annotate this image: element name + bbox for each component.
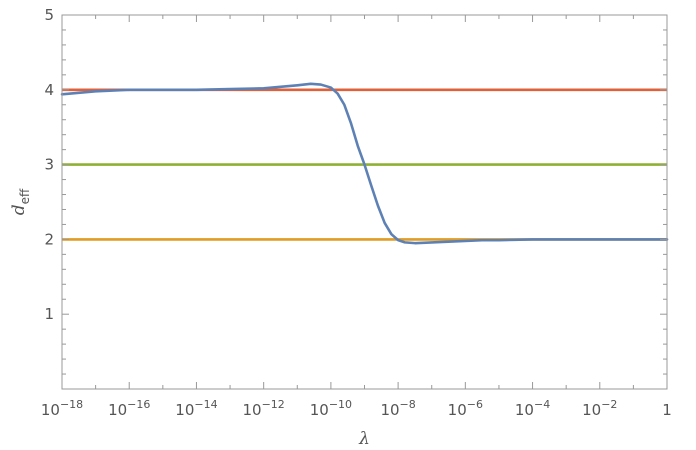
x-tick-label: 10−18 xyxy=(41,398,83,419)
y-axis-label-main: d xyxy=(9,204,29,215)
y-tick-label: 5 xyxy=(44,6,54,24)
curve-layer xyxy=(60,82,669,245)
x-axis-label: λ xyxy=(358,429,370,449)
plot-frame xyxy=(61,14,668,390)
tick-labels: 1 2 3 4 5 10−18 10−16 10−14 10−12 10−10 10−8 10−6 10… xyxy=(41,6,672,419)
ticks xyxy=(61,14,668,390)
x-tick-label: 10−10 xyxy=(310,398,352,419)
y-axis-label: deff xyxy=(9,188,32,215)
y-tick-label: 4 xyxy=(44,81,54,99)
x-tick-label: 10−16 xyxy=(108,398,150,419)
y-tick-label: 3 xyxy=(44,156,54,174)
x-tick-label: 10−2 xyxy=(582,398,617,419)
y-axis-label-sub: eff xyxy=(18,188,32,204)
x-tick-label: 10−12 xyxy=(243,398,285,419)
series-curve xyxy=(60,82,669,245)
x-tick-label: 10−6 xyxy=(448,398,483,419)
x-tick-label: 10−4 xyxy=(515,398,550,419)
x-tick-label: 10−8 xyxy=(380,398,415,419)
x-tick-label: 10−14 xyxy=(175,398,217,419)
x-tick-label-last: 1 xyxy=(662,401,672,419)
y-tick-label: 1 xyxy=(44,305,54,323)
y-tick-label: 2 xyxy=(44,230,54,248)
